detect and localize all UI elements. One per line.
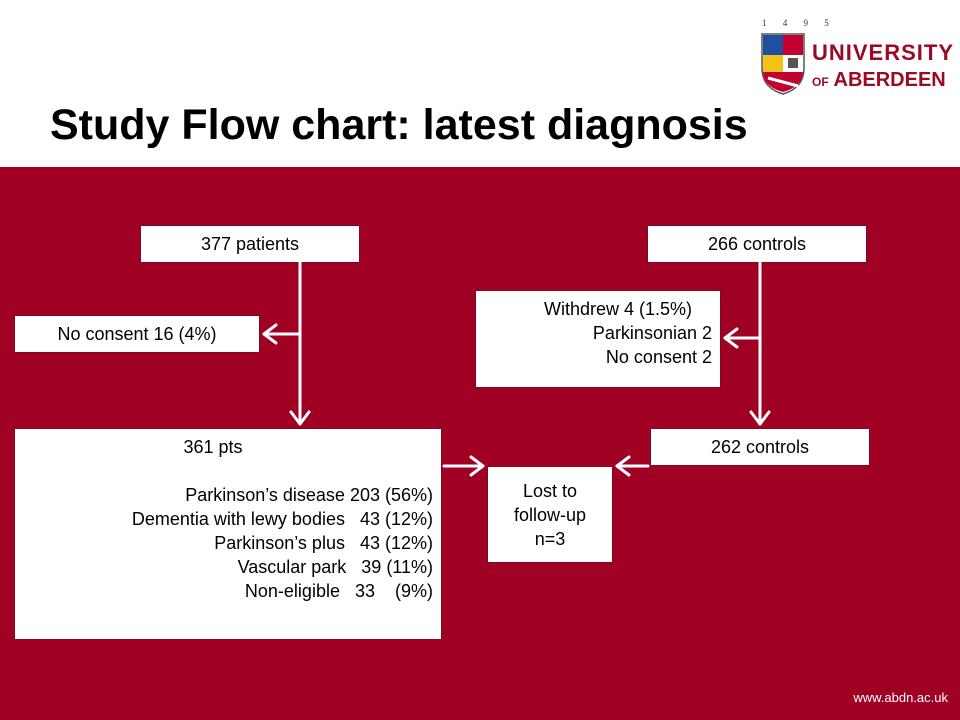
controls-box: 266 controls	[647, 225, 867, 263]
slide-title: Study Flow chart: latest diagnosis	[50, 101, 748, 149]
pts-title: 361 pts	[183, 437, 243, 457]
withdrew-box: Withdrew 4 (1.5%) Parkinsonian 2 No cons…	[475, 290, 721, 388]
withdrew-line: Parkinsonian 2	[592, 323, 712, 343]
patients-label: 377 patients	[200, 234, 300, 254]
lost-line: Lost to	[522, 480, 578, 501]
crest-icon	[761, 33, 805, 95]
lost-line: follow-up	[513, 504, 587, 525]
withdrew-line: Withdrew 4 (1.5%)	[543, 299, 692, 319]
controls-label: 266 controls	[707, 234, 807, 254]
slide-header: Study Flow chart: latest diagnosis 1 4 9…	[0, 0, 960, 167]
logo-aberdeen-text: ABERDEEN	[833, 69, 946, 91]
diagnosis-line: Non-eligible 33 (9%)	[244, 581, 433, 601]
patients-box: 377 patients	[140, 225, 360, 263]
controls-262-label: 262 controls	[710, 437, 810, 457]
diagnosis-list: Parkinson’s disease 203 (56%) Dementia w…	[15, 483, 441, 603]
diagnosis-line: Parkinson’s plus 43 (12%)	[214, 533, 433, 553]
logo-years: 1 4 9 5	[762, 18, 836, 28]
diagnosis-line: Vascular park 39 (11%)	[237, 557, 433, 577]
logo-university: UNIVERSITY	[812, 40, 955, 65]
footer-url[interactable]: www.abdn.ac.uk	[853, 690, 948, 705]
logo-of: OF	[812, 75, 829, 89]
logo-aberdeen: OF ABERDEEN	[812, 70, 946, 90]
diagnosis-line: Dementia with lewy bodies 43 (12%)	[131, 509, 433, 529]
no-consent-label: No consent 16 (4%)	[57, 324, 217, 344]
withdrew-line: No consent 2	[605, 347, 712, 367]
lost-followup-box: Lost to follow-up n=3	[487, 466, 613, 563]
pts-box: 361 pts Parkinson’s disease 203 (56%) De…	[14, 428, 442, 640]
university-logo: 1 4 9 5 UNIVERSITY OF ABERDEEN	[760, 18, 953, 100]
lost-line: n=3	[534, 528, 566, 549]
no-consent-box: No consent 16 (4%)	[14, 315, 260, 353]
diagnosis-line: Parkinson’s disease 203 (56%)	[185, 485, 433, 505]
controls-262-box: 262 controls	[650, 428, 870, 466]
